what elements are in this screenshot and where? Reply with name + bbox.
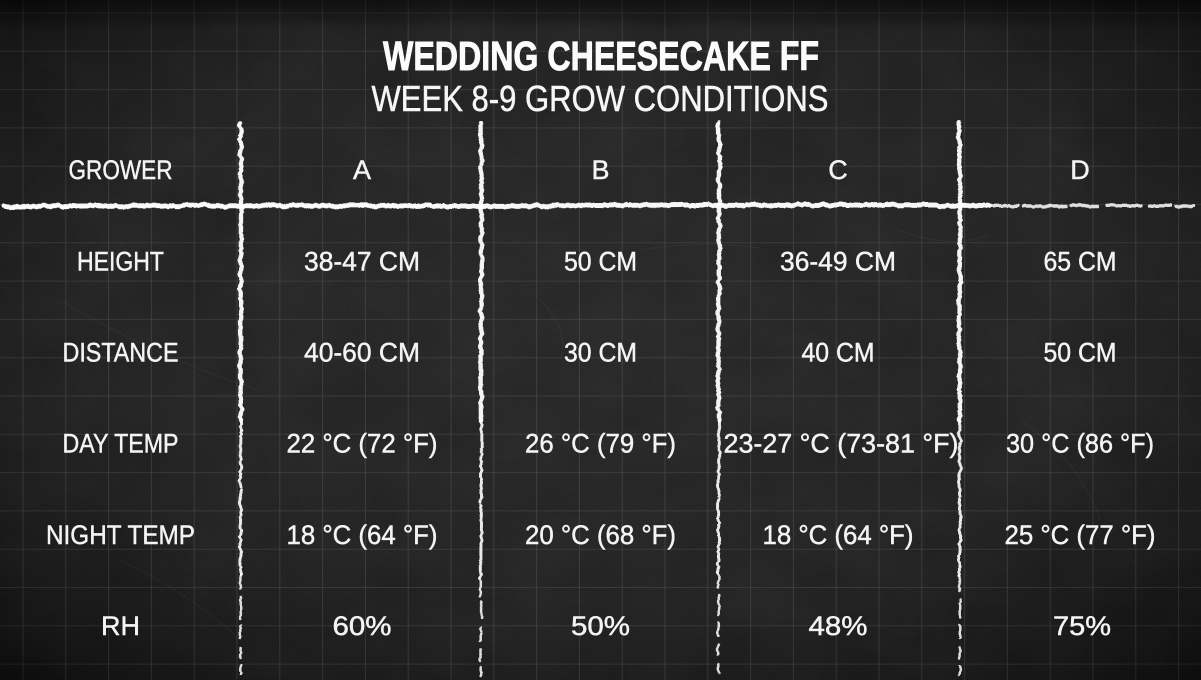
svg-text:26 °C (79 °F): 26 °C (79 °F) bbox=[525, 429, 676, 459]
svg-text:50%: 50% bbox=[571, 611, 630, 641]
svg-text:B: B bbox=[591, 155, 609, 185]
svg-text:D: D bbox=[1070, 155, 1090, 185]
svg-text:WEDDING CHEESECAKE FF: WEDDING CHEESECAKE FF bbox=[383, 33, 819, 79]
svg-text:23-27 °C (73-81 °F): 23-27 °C (73-81 °F) bbox=[724, 429, 959, 459]
svg-text:18 °C (64 °F): 18 °C (64 °F) bbox=[763, 520, 914, 550]
svg-text:HEIGHT: HEIGHT bbox=[77, 247, 164, 277]
svg-text:25 °C (77 °F): 25 °C (77 °F) bbox=[1005, 520, 1156, 550]
svg-text:18 °C (64 °F): 18 °C (64 °F) bbox=[287, 520, 438, 550]
svg-text:20 °C (68 °F): 20 °C (68 °F) bbox=[525, 520, 676, 550]
svg-text:38-47 CM: 38-47 CM bbox=[304, 247, 420, 277]
svg-text:40-60 CM: 40-60 CM bbox=[304, 338, 420, 368]
svg-text:36-49 CM: 36-49 CM bbox=[780, 247, 896, 277]
svg-text:30 °C (86 °F): 30 °C (86 °F) bbox=[1006, 429, 1154, 459]
svg-text:DAY TEMP: DAY TEMP bbox=[63, 429, 179, 459]
svg-text:40 CM: 40 CM bbox=[802, 338, 875, 368]
svg-text:60%: 60% bbox=[333, 611, 392, 641]
svg-text:30 CM: 30 CM bbox=[564, 338, 637, 368]
svg-text:A: A bbox=[353, 155, 371, 185]
svg-text:65 CM: 65 CM bbox=[1044, 247, 1117, 277]
svg-text:48%: 48% bbox=[809, 611, 868, 641]
svg-text:DISTANCE: DISTANCE bbox=[63, 338, 179, 368]
svg-text:50 CM: 50 CM bbox=[1044, 338, 1117, 368]
svg-text:50 CM: 50 CM bbox=[564, 247, 637, 277]
svg-text:NIGHT TEMP: NIGHT TEMP bbox=[46, 520, 195, 550]
svg-text:WEEK 8-9 GROW CONDITIONS: WEEK 8-9 GROW CONDITIONS bbox=[372, 78, 829, 119]
svg-text:22 °C (72 °F): 22 °C (72 °F) bbox=[287, 429, 438, 459]
svg-text:RH: RH bbox=[101, 611, 140, 641]
svg-text:GROWER: GROWER bbox=[69, 155, 173, 185]
svg-text:C: C bbox=[828, 155, 848, 185]
svg-text:75%: 75% bbox=[1053, 611, 1111, 641]
